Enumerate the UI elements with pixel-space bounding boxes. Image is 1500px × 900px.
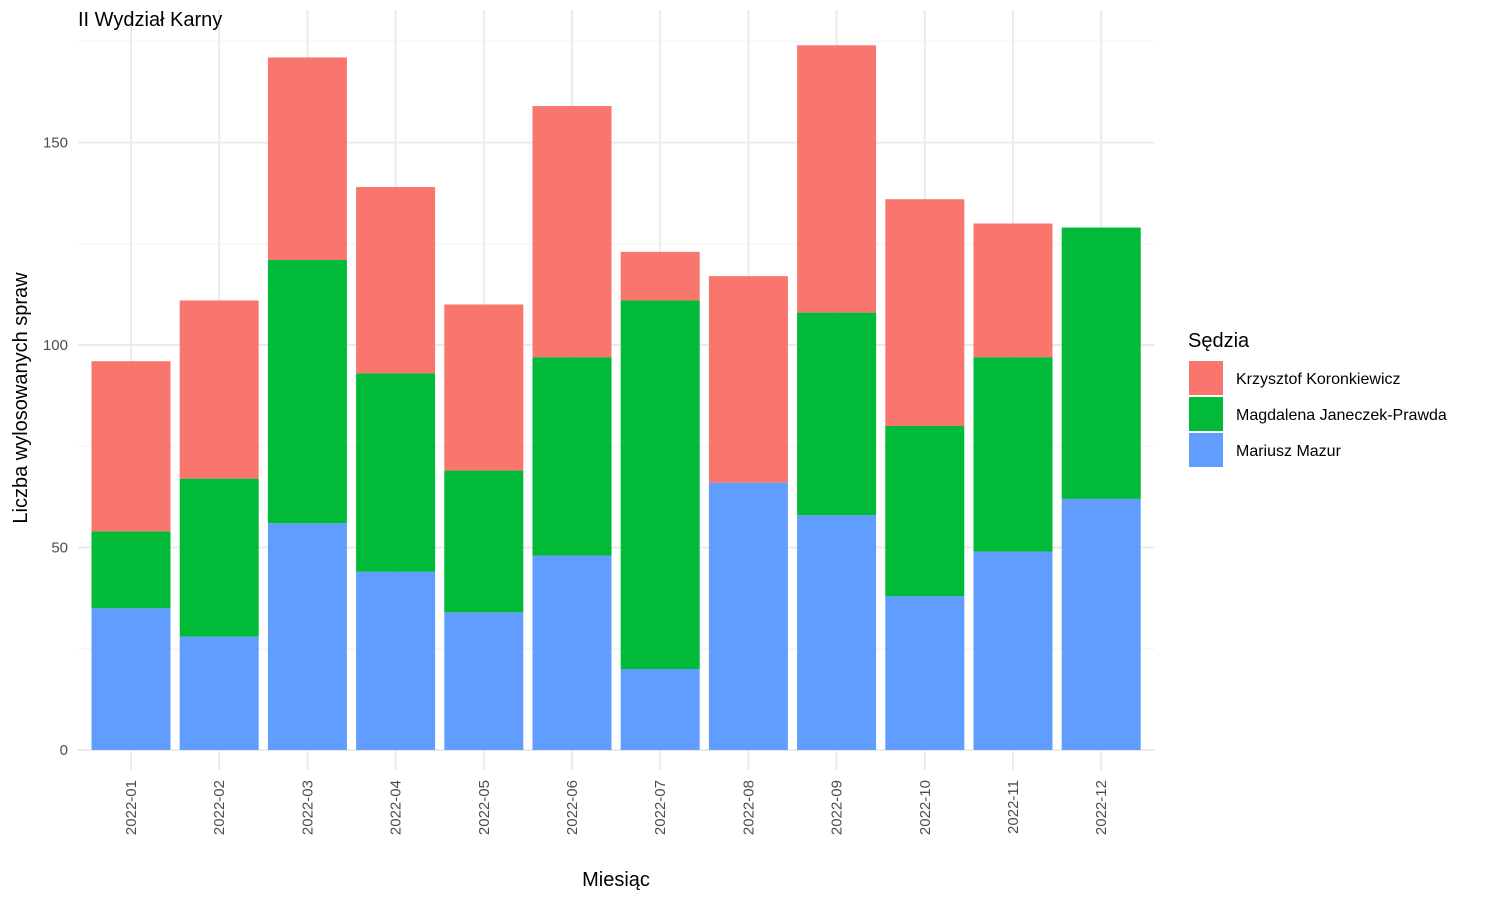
bar-segment bbox=[620, 251, 700, 301]
bar-segment bbox=[973, 223, 1053, 358]
bar-segment bbox=[532, 555, 612, 750]
bar-segment bbox=[356, 373, 436, 572]
x-axis-title: Miesiąc bbox=[582, 869, 650, 891]
bar-segment bbox=[179, 636, 259, 750]
x-tick-label: 2022-08 bbox=[740, 780, 757, 835]
x-tick-label: 2022-01 bbox=[123, 780, 140, 835]
y-tick-label: 0 bbox=[60, 742, 68, 759]
x-tick-label: 2022-03 bbox=[299, 780, 316, 835]
bar-segment bbox=[356, 187, 436, 374]
legend-swatch bbox=[1189, 361, 1223, 395]
bar-segment bbox=[267, 523, 347, 750]
legend-label: Mariusz Mazur bbox=[1236, 443, 1342, 460]
bar-segment bbox=[444, 304, 524, 471]
bar-segment bbox=[91, 361, 171, 532]
bar-segment bbox=[708, 276, 788, 483]
bar-segment bbox=[267, 259, 347, 524]
y-axis-ticks: 0 50 100 150 bbox=[43, 135, 68, 760]
legend-swatch bbox=[1189, 397, 1223, 431]
y-tick-label: 50 bbox=[51, 540, 68, 557]
bar-segment bbox=[885, 426, 965, 597]
bar-segment bbox=[444, 612, 524, 750]
bar-segment bbox=[444, 470, 524, 613]
bar-segment bbox=[356, 571, 436, 750]
bar-segment bbox=[1061, 227, 1141, 499]
chart-title: II Wydział Karny bbox=[78, 9, 222, 31]
bar-segment bbox=[973, 357, 1053, 552]
y-axis-title: Liczba wylosowanych spraw bbox=[10, 272, 32, 524]
x-tick-label: 2022-02 bbox=[211, 780, 228, 835]
x-tick-label: 2022-04 bbox=[388, 780, 405, 835]
x-tick-label: 2022-11 bbox=[1005, 780, 1022, 834]
bar-segment bbox=[179, 478, 259, 637]
y-tick-label: 150 bbox=[43, 135, 68, 152]
bar-segment bbox=[620, 669, 700, 750]
bar-segment bbox=[620, 300, 700, 669]
x-tick-label: 2022-06 bbox=[564, 780, 581, 835]
bar-segment bbox=[885, 199, 965, 426]
legend-label: Magdalena Janeczek-Prawda bbox=[1236, 407, 1447, 424]
bar-segment bbox=[973, 551, 1053, 750]
x-tick-label: 2022-09 bbox=[829, 780, 846, 835]
bar-segment bbox=[532, 106, 612, 358]
x-tick-label: 2022-05 bbox=[476, 780, 493, 835]
bar-segment bbox=[91, 608, 171, 750]
bar-segment bbox=[267, 57, 347, 260]
bars bbox=[91, 45, 1141, 750]
bar-segment bbox=[91, 531, 171, 609]
bar-segment bbox=[797, 45, 877, 313]
legend-swatch bbox=[1189, 433, 1223, 467]
x-axis-ticks: 2022-01 2022-02 2022-03 2022-04 2022-05 2022-… bbox=[123, 780, 1110, 835]
legend-label: Krzysztof Koronkiewicz bbox=[1236, 371, 1401, 388]
x-tick-label: 2022-10 bbox=[917, 780, 934, 835]
bar-segment bbox=[1061, 498, 1141, 750]
x-tick-label: 2022-07 bbox=[652, 780, 669, 835]
legend: Sędzia Krzysztof Koronkiewicz Magdalena J… bbox=[1188, 330, 1447, 467]
bar-segment bbox=[179, 300, 259, 479]
bar-segment bbox=[885, 596, 965, 750]
bar-segment bbox=[797, 515, 877, 750]
legend-title: Sędzia bbox=[1188, 330, 1250, 352]
bar-segment bbox=[797, 312, 877, 516]
x-tick-label: 2022-12 bbox=[1093, 780, 1110, 835]
bar-segment bbox=[532, 357, 612, 556]
y-tick-label: 100 bbox=[43, 337, 68, 354]
bar-segment bbox=[708, 482, 788, 750]
